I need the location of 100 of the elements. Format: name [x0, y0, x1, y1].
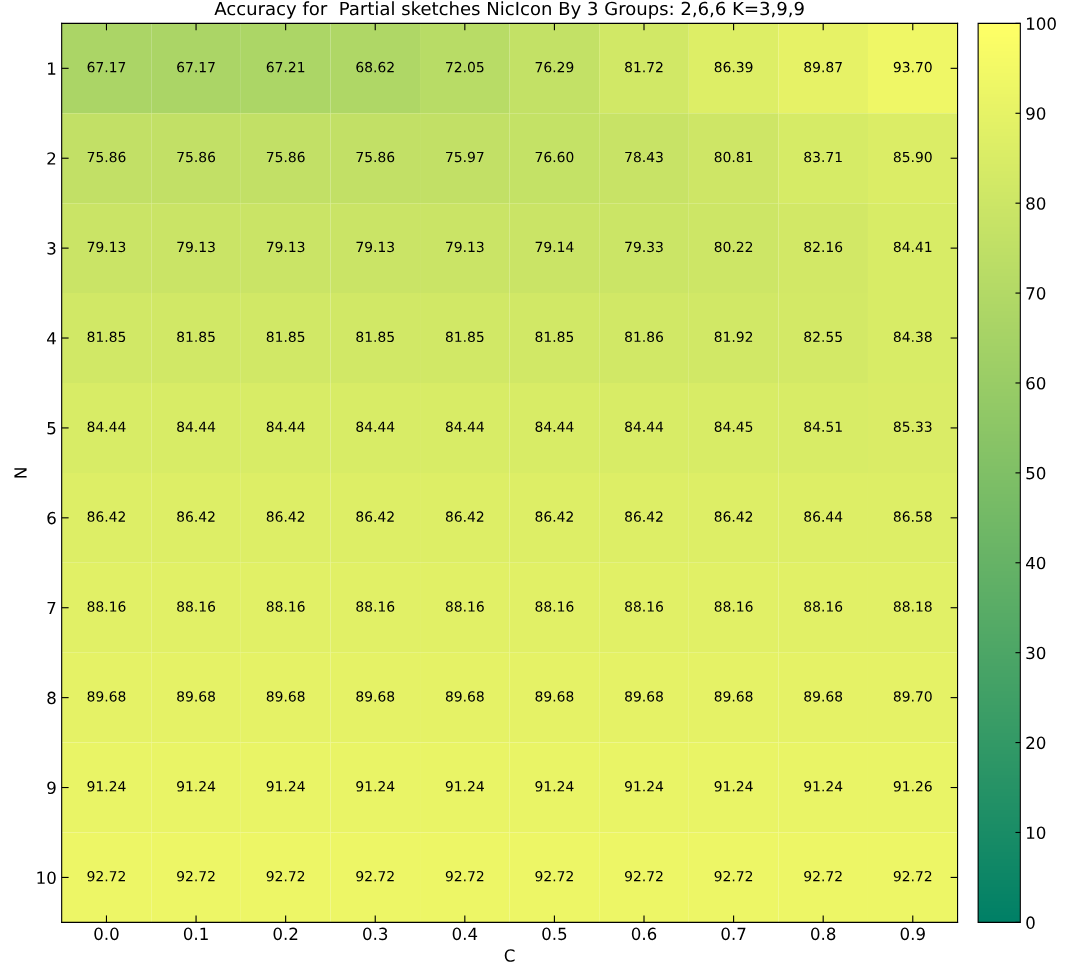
- x-tick-label: 0.8: [811, 927, 836, 941]
- data-label: 81.85: [177, 331, 215, 343]
- y-tick-label: 1: [48, 62, 56, 75]
- data-label: 76.60: [535, 151, 574, 163]
- data-label: 88.16: [445, 601, 484, 612]
- data-label: 88.16: [714, 601, 753, 612]
- color-bar-label: 10: [1027, 826, 1046, 840]
- data-label: 79.13: [446, 241, 484, 253]
- data-label: 88.16: [356, 601, 395, 612]
- data-label: 81.85: [445, 331, 484, 343]
- data-label: 83.71: [804, 151, 842, 163]
- color-bar-label: 50: [1026, 466, 1046, 480]
- data-label: 81.85: [535, 331, 574, 343]
- data-label: 86.42: [356, 511, 394, 522]
- data-label: 88.16: [177, 601, 216, 612]
- color-bar-label: 90: [1026, 107, 1046, 120]
- data-label: 89.68: [804, 691, 843, 702]
- data-label: 81.85: [266, 331, 305, 343]
- data-label: 91.24: [625, 781, 664, 792]
- data-label: 89.68: [356, 691, 395, 702]
- data-label: 84.45: [714, 421, 753, 432]
- data-label: 86.42: [266, 511, 305, 522]
- data-label: 79.13: [356, 241, 394, 253]
- data-label: 91.24: [445, 781, 484, 792]
- x-tick-label: 0.7: [721, 927, 746, 941]
- color-bar-label: 60: [1026, 376, 1046, 390]
- data-label: 86.42: [714, 511, 753, 522]
- data-label: 91.24: [356, 781, 395, 792]
- color-bar-label: 100: [1027, 17, 1056, 30]
- data-label: 78.43: [625, 151, 663, 163]
- data-label: 92.72: [625, 870, 663, 882]
- chart-title: Accuracy for Partial sketches NicIcon By 3 Groups: 2,6,6 K=3,9,9: [214, 1, 804, 19]
- x-tick-label: 0.0: [94, 927, 119, 941]
- data-label: 93.70: [893, 61, 932, 73]
- data-label: 79.14: [535, 241, 574, 253]
- data-label: 84.51: [804, 421, 842, 432]
- data-label: 84.44: [535, 421, 574, 432]
- y-tick-label: 8: [47, 691, 56, 705]
- y-tick-label: 10: [37, 871, 56, 884]
- data-label: 72.05: [446, 61, 484, 73]
- data-label: 92.72: [804, 870, 842, 882]
- data-label: 89.68: [445, 691, 484, 702]
- data-label: 91.24: [535, 781, 574, 792]
- data-label: 92.72: [177, 870, 215, 882]
- data-label: 89.68: [87, 691, 126, 702]
- data-label: 81.72: [625, 61, 663, 73]
- data-label: 82.16: [804, 241, 843, 253]
- x-tick-label: 0.9: [900, 927, 925, 941]
- data-label: 80.22: [714, 241, 753, 253]
- y-tick-label: 5: [47, 422, 56, 435]
- data-label: 75.86: [177, 151, 216, 163]
- data-label: 67.21: [266, 61, 305, 73]
- data-label: 86.42: [445, 511, 484, 522]
- data-label: 86.58: [893, 511, 932, 522]
- y-axis-title: N: [14, 468, 27, 478]
- data-label: 89.68: [177, 691, 215, 702]
- x-tick-label: 0.1: [183, 927, 208, 941]
- data-label: 86.42: [535, 511, 573, 522]
- data-label: 75.86: [87, 151, 126, 163]
- x-tick-label: 0.3: [363, 927, 388, 941]
- data-label: 86.42: [177, 511, 215, 522]
- data-label: 86.44: [804, 511, 843, 522]
- data-label: 91.24: [266, 781, 305, 792]
- data-label: 79.13: [87, 241, 126, 253]
- data-label: 92.72: [445, 870, 484, 882]
- data-label: 80.81: [714, 151, 753, 163]
- data-label: 91.24: [87, 781, 126, 792]
- y-tick-label: 3: [47, 242, 56, 255]
- x-tick-label: 0.2: [273, 927, 298, 941]
- data-label: 85.33: [893, 421, 932, 432]
- color-bar-label: 70: [1026, 287, 1046, 300]
- data-label: 89.87: [804, 61, 842, 73]
- data-label: 88.16: [535, 601, 574, 612]
- color-bar-label: 20: [1026, 736, 1046, 750]
- data-label: 81.92: [714, 331, 753, 343]
- data-label: 84.44: [356, 421, 395, 432]
- data-label: 89.68: [535, 691, 574, 702]
- x-tick-label: 0.4: [452, 927, 478, 941]
- data-label: 91.24: [804, 781, 843, 792]
- data-label: 84.44: [445, 421, 484, 432]
- color-bar-label: 0: [1026, 916, 1035, 929]
- data-label: 88.18: [893, 601, 932, 612]
- y-tick-label: 9: [47, 781, 56, 795]
- y-tick-label: 4: [47, 332, 56, 345]
- data-label: 67.17: [177, 61, 215, 73]
- x-tick-label: 0.5: [542, 927, 567, 941]
- color-bar-label: 30: [1026, 646, 1046, 660]
- data-label: 86.39: [714, 61, 753, 73]
- data-label: 91.26: [893, 781, 932, 792]
- data-label: 92.72: [714, 870, 753, 882]
- data-label: 75.86: [356, 151, 395, 163]
- y-tick-label: 7: [47, 601, 56, 615]
- data-label: 76.29: [535, 61, 574, 73]
- data-label: 92.72: [535, 870, 573, 882]
- data-label: 84.44: [87, 421, 126, 432]
- data-label: 67.17: [87, 61, 126, 73]
- data-label: 79.13: [177, 241, 215, 253]
- data-label: 84.41: [893, 241, 932, 253]
- data-label: 89.68: [714, 691, 753, 702]
- data-label: 79.13: [266, 241, 305, 253]
